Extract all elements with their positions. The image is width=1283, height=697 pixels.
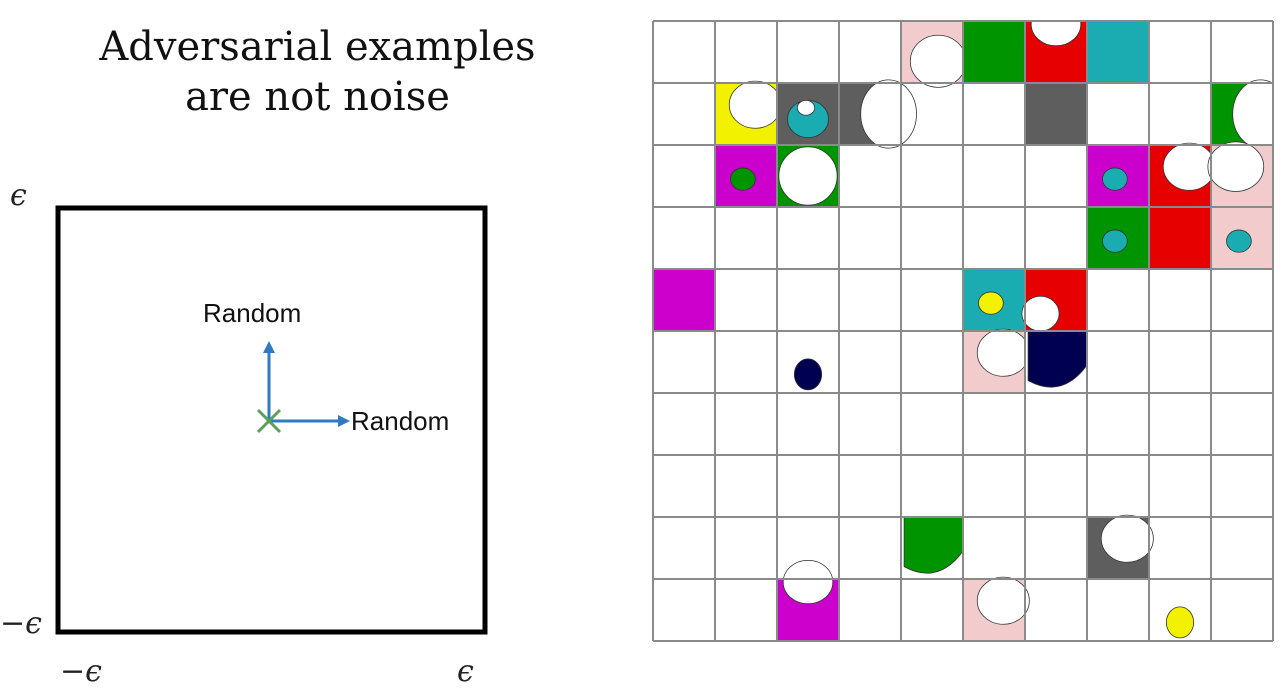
epsilon-ball-box (55, 205, 488, 635)
grid-patch-5-2 (777, 331, 839, 393)
grid-patch-2-2 (777, 145, 839, 207)
grid-patch-4-5 (963, 269, 1025, 331)
grid-patch-1-2 (777, 83, 839, 145)
grid-patch-1-1 (715, 80, 782, 145)
grid-patch-2-9 (1207, 141, 1273, 207)
grid-patch-4-6 (1021, 269, 1087, 332)
grid-patch-9-2 (777, 559, 839, 641)
title-line-1: Adversarial examples (99, 24, 536, 70)
grid-patch-4-0 (653, 269, 715, 331)
random-label-right: Random (351, 406, 449, 436)
grid-patch-0-4 (901, 21, 967, 88)
adversarial-patch-grid (652, 1, 1283, 642)
grid-patch-3-9 (1211, 207, 1273, 269)
grid-patch-3-8 (1149, 207, 1211, 269)
grid-patch-2-7 (1087, 145, 1149, 207)
grid-patch-5-5 (963, 328, 1030, 393)
random-label-up: Random (203, 298, 301, 328)
grid-patch-1-3 (839, 79, 917, 149)
neg-epsilon-left-label: −ϵ (0, 606, 42, 641)
grid-patch-9-5 (963, 576, 1030, 641)
grid-patch-8-4 (901, 516, 964, 579)
epsilon-box-diagram: Random Random (55, 205, 488, 635)
grid-patch-0-6 (1025, 1, 1087, 83)
grid-patch-2-1 (715, 145, 777, 207)
grid-patch-0-5 (963, 21, 1025, 83)
grid-patch-0-7 (1087, 21, 1149, 83)
origin-cross-marker (256, 408, 282, 434)
epsilon-x-label: ϵ (457, 654, 474, 689)
figure-title: Adversarial examples are not noise (40, 22, 595, 122)
grid-patch-1-9 (1211, 79, 1283, 149)
grid-patch-9-8 (1149, 579, 1211, 641)
neg-epsilon-x-label: −ϵ (60, 654, 102, 689)
grid-patch-1-6 (1025, 83, 1087, 145)
grid-patch-3-7 (1087, 207, 1149, 269)
grid-canvas (652, 1, 1283, 642)
grid-patch-5-6 (1025, 330, 1088, 393)
grid-patch-8-7 (1087, 514, 1154, 579)
title-line-2: are not noise (185, 74, 450, 120)
epsilon-top-label: ϵ (10, 178, 27, 213)
grid-patch-2-8 (1149, 142, 1216, 207)
